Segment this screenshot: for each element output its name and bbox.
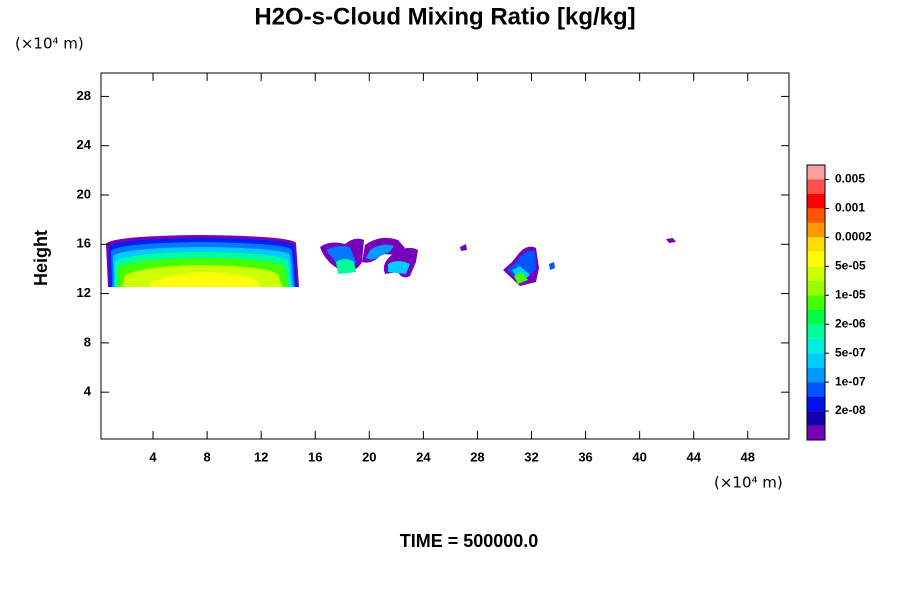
- colorbar-label: 0.005: [835, 172, 865, 186]
- colorbar-cell: [807, 237, 825, 252]
- colorbar-label: 1e-07: [835, 374, 866, 388]
- contour-region: [514, 272, 528, 284]
- colorbar-cell: [807, 382, 825, 397]
- colorbar-label: 2e-08: [835, 403, 866, 417]
- contour-region: [366, 244, 394, 260]
- x-tick-label: 28: [470, 449, 484, 464]
- colorbar-cell: [807, 353, 825, 368]
- colorbar-label: 0.0002: [835, 230, 872, 244]
- colorbar-cell: [807, 324, 825, 339]
- colorbar-cell: [807, 425, 825, 440]
- colorbar-cell: [807, 309, 825, 325]
- colorbar-cell: [807, 396, 825, 412]
- colorbar-cell: [807, 367, 825, 383]
- colorbar-cell: [807, 338, 825, 354]
- y-tick-label: 24: [77, 137, 92, 152]
- y-tick-label: 28: [77, 88, 91, 103]
- colorbar-label: 2e-06: [835, 316, 866, 330]
- colorbar-label: 5e-05: [835, 258, 866, 272]
- colorbar-cell: [807, 266, 825, 281]
- x-tick-label: 48: [741, 449, 755, 464]
- colorbar-cell: [807, 411, 825, 426]
- y-tick-label: 8: [84, 334, 91, 349]
- colorbar-cell: [807, 280, 825, 296]
- x-unit: (×10⁴ m): [714, 474, 783, 492]
- x-tick-label: 12: [254, 449, 268, 464]
- x-tick-label: 44: [686, 449, 701, 464]
- x-tick-label: 32: [524, 449, 538, 464]
- y-tick-label: 20: [77, 186, 91, 201]
- contour-region: [666, 238, 676, 243]
- contour-region: [150, 272, 260, 287]
- colorbar-cell: [807, 165, 825, 180]
- colorbar-cell: [807, 193, 825, 209]
- x-tick-label: 40: [632, 449, 646, 464]
- x-tick-label: 4: [149, 449, 157, 464]
- colorbar-label: 5e-07: [835, 345, 866, 359]
- colorbar-cell: [807, 179, 825, 194]
- y-tick-label: 12: [77, 285, 91, 300]
- colorbar-cell: [807, 251, 825, 267]
- y-tick-label: 16: [77, 236, 91, 251]
- x-tick-label: 16: [308, 449, 322, 464]
- colorbar-cell: [807, 295, 825, 310]
- x-tick-label: 36: [578, 449, 592, 464]
- contour-field: [106, 235, 676, 287]
- footer: TIME = 500000.0: [400, 531, 539, 551]
- colorbar-cell: [807, 222, 825, 238]
- contour-region: [388, 261, 410, 274]
- contour-region: [549, 262, 555, 270]
- y-tick-label: 4: [84, 384, 92, 399]
- colorbar-frame: [806, 164, 826, 441]
- contour-region: [460, 244, 467, 251]
- colorbar-cell: [807, 208, 825, 223]
- y-axis-label: Height: [31, 230, 51, 286]
- x-tick-label: 8: [203, 449, 210, 464]
- colorbar-label: 0.001: [835, 201, 865, 215]
- y-unit: (×10⁴ m): [15, 35, 84, 53]
- x-tick-label: 24: [416, 449, 431, 464]
- x-tick-label: 20: [362, 449, 376, 464]
- colorbar-label: 1e-05: [835, 287, 866, 301]
- chart-title: H2O-s-Cloud Mixing Ratio [kg/kg]: [254, 3, 635, 30]
- plot-frame: [100, 72, 790, 440]
- contour-region: [336, 259, 356, 274]
